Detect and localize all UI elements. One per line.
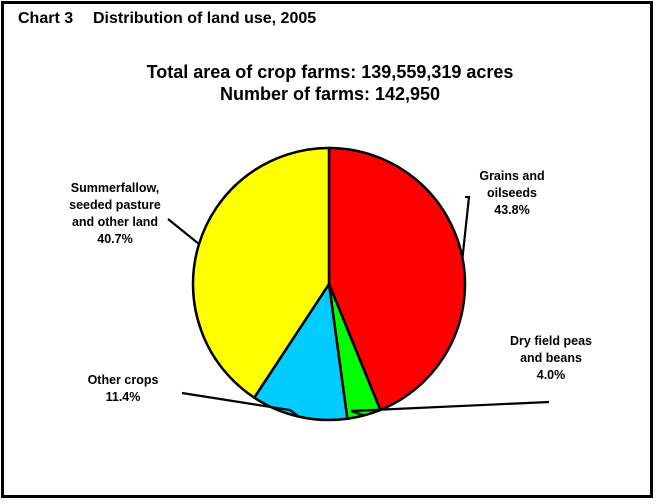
label-summerfallow-pasture-other: Summerfallow, seeded pasture and other lan… (69, 181, 161, 246)
label-other-crops: Other crops 11.4% (88, 373, 159, 404)
slice-name-label: oilseeds (487, 186, 537, 200)
label-dry-field-peas-beans: Dry field peas and beans 4.0% (510, 334, 592, 382)
slice-percent-label: 11.4% (106, 390, 141, 404)
slice-name-label: and other land (72, 215, 158, 229)
slice-percent-label: 43.8% (494, 203, 529, 217)
slice-name-label: Grains and (479, 169, 544, 183)
slice-name-label: Dry field peas (510, 334, 592, 348)
slice-percent-label: 4.0% (537, 368, 566, 382)
slice-percent-label: 40.7% (97, 232, 132, 246)
leader-line (168, 219, 199, 245)
slice-name-label: Summerfallow, (71, 181, 159, 195)
slice-name-label: Other crops (88, 373, 159, 387)
leader-line (462, 197, 469, 258)
slice-name-label: seeded pasture (69, 198, 161, 212)
slice-name-label: and beans (520, 351, 582, 365)
label-grains-oilseeds: Grains and oilseeds 43.8% (479, 169, 544, 217)
